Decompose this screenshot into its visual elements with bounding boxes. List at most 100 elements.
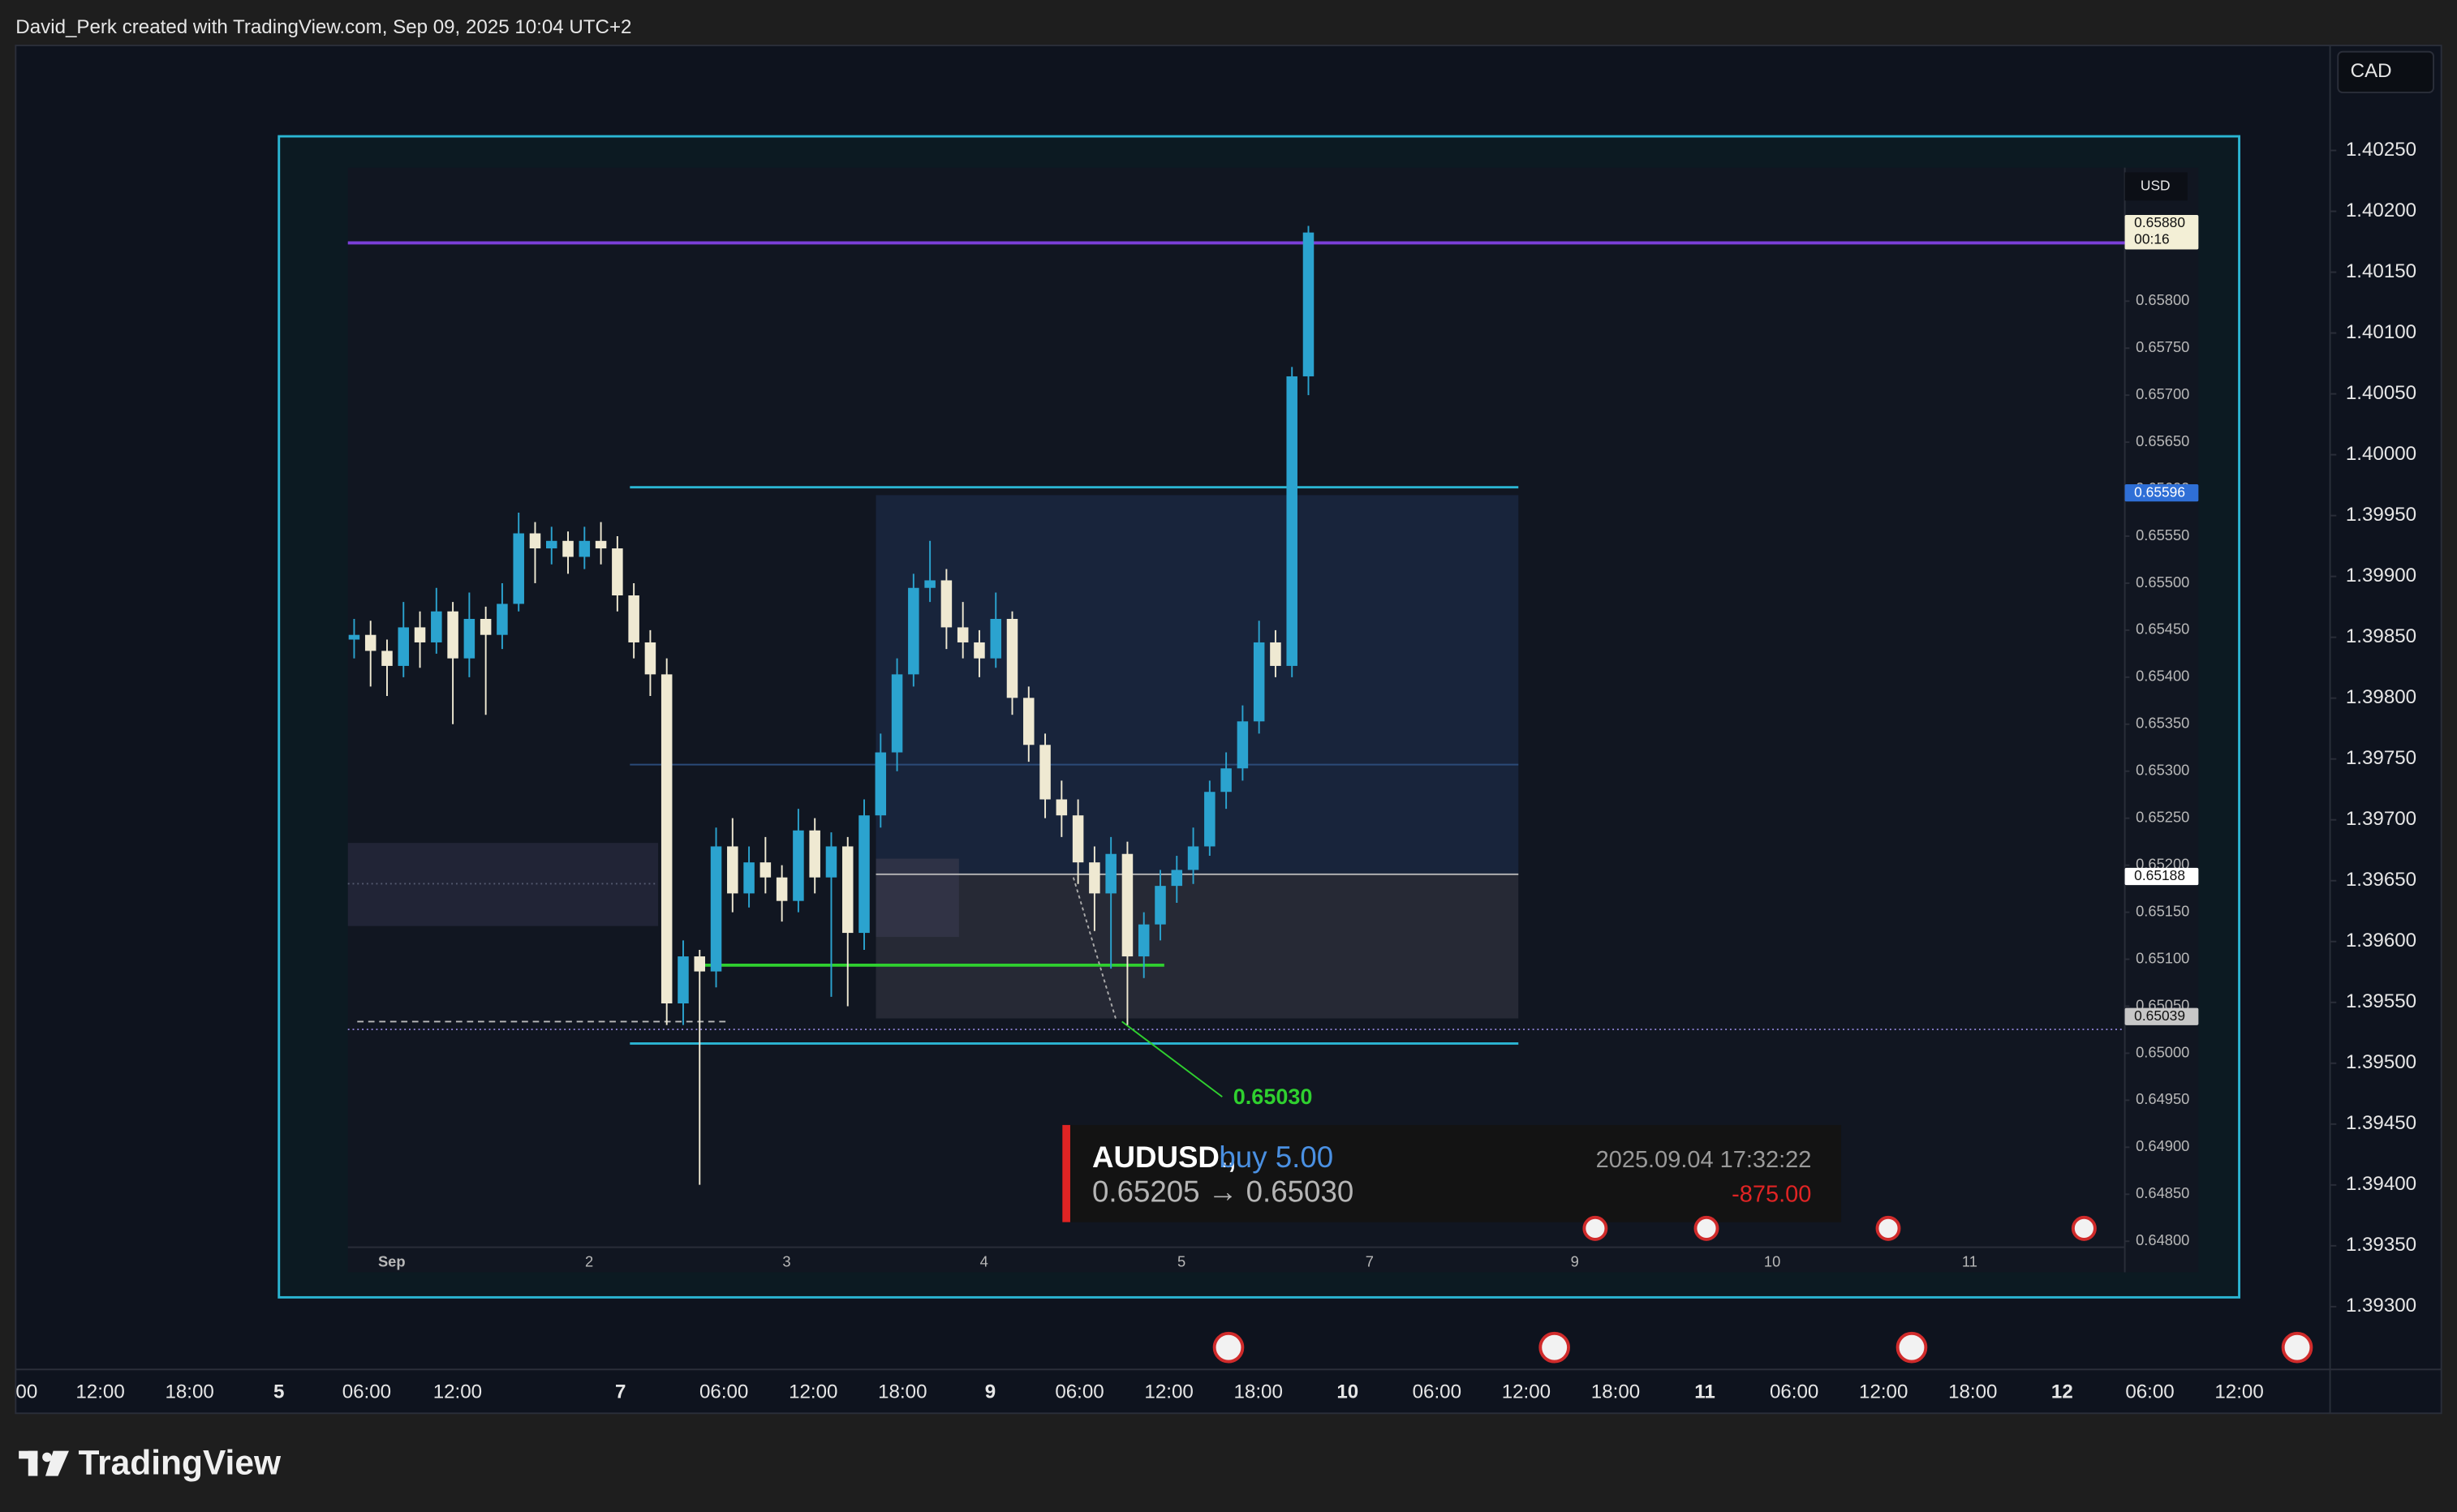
x-tick-label: 12:00	[789, 1381, 837, 1403]
candle-body	[1220, 768, 1232, 793]
trade-time: 2025.09.04 17:32:22	[1596, 1147, 1812, 1173]
inner-x-tick-label: 11	[1962, 1253, 1977, 1270]
candle-body	[1270, 642, 1281, 666]
candle-body	[1302, 232, 1315, 376]
annotation-line	[1121, 1020, 1223, 1097]
candle-body	[644, 642, 656, 675]
candles	[348, 226, 1315, 1185]
price-tag-label: 0.65188	[2134, 867, 2185, 883]
event-flags	[1212, 1215, 2313, 1364]
candle-body	[759, 862, 772, 878]
x-tick-label: 12:00	[433, 1381, 482, 1403]
price-tag	[2124, 867, 2199, 886]
trade-side: buy 5.00	[1219, 1140, 1333, 1174]
candle-body	[1039, 745, 1051, 800]
price-tag-sub: 00:16	[2134, 231, 2169, 247]
candle-body	[1023, 698, 1035, 745]
y-tick-label: 1.39650	[2346, 869, 2416, 891]
candle-body	[1105, 853, 1117, 894]
axes: 1.40250 1.40200 1.40150 1.40100 1.40050 1.400…	[15, 139, 2416, 1403]
candle-body	[875, 752, 887, 816]
candle-body	[447, 611, 458, 659]
inner-y-tick-label: 0.64800	[2136, 1231, 2189, 1248]
inner-x-tick-label: Sep	[378, 1253, 406, 1270]
price-tag	[2124, 484, 2199, 502]
inner-y-tick-label: 0.65800	[2136, 291, 2189, 308]
inner-y-tick-label: 0.65300	[2136, 762, 2189, 779]
candle-body	[1253, 642, 1265, 722]
inner-y-tick-label: 0.65700	[2136, 385, 2189, 402]
candle-body	[529, 533, 541, 549]
header-text: David_Perk created with TradingView.com,…	[15, 16, 631, 38]
inner-y-tick-label: 0.65000	[2136, 1043, 2189, 1060]
inner-y-tick-label: 0.65400	[2136, 668, 2189, 685]
candle-body	[974, 642, 985, 659]
x-tick-label: 7	[615, 1381, 626, 1403]
x-tick-label: 12	[2051, 1381, 2073, 1403]
candle-body	[1171, 870, 1183, 887]
candle-body	[727, 846, 738, 894]
candle-body	[348, 634, 360, 640]
candle-body	[562, 540, 574, 557]
y-tick-label: 1.40200	[2346, 200, 2416, 221]
candle-body	[1187, 846, 1199, 870]
annotation: 0.65030	[1233, 1085, 1313, 1109]
candle-body	[1072, 815, 1084, 863]
inner-y-tick-label: 0.65450	[2136, 621, 2189, 638]
candle-body	[545, 540, 557, 549]
y-tick-label: 1.39450	[2346, 1112, 2416, 1134]
inner-x-tick-label: 3	[782, 1253, 790, 1270]
x-tick-label: 06:00	[1770, 1381, 1818, 1403]
inner-y-tick-label: 0.65150	[2136, 902, 2189, 919]
candle-body	[513, 533, 524, 604]
candle-body	[480, 618, 492, 635]
candle-body	[1121, 853, 1134, 957]
candle-body	[612, 548, 623, 596]
inner-y-tick-label: 0.65500	[2136, 573, 2189, 591]
candle-body	[381, 651, 393, 666]
candle-body	[661, 674, 673, 1004]
currency-box	[2337, 50, 2434, 93]
inner-y-tick-label: 0.64850	[2136, 1184, 2189, 1201]
price-tag	[2124, 1007, 2199, 1025]
candle-body	[398, 627, 410, 666]
candle-body	[743, 862, 755, 894]
price-tag-label: 0.65039	[2134, 1007, 2185, 1024]
inner-x-tick-label: 9	[1571, 1253, 1579, 1270]
x-tick-label: 18:00	[1234, 1381, 1283, 1403]
y-tick-label: 1.40250	[2346, 139, 2416, 161]
candle-body	[710, 846, 722, 972]
candle-body	[414, 627, 426, 642]
inner-y-tick-label: 0.65650	[2136, 432, 2189, 449]
inner-y-tick-label: 0.65350	[2136, 715, 2189, 732]
candle-body	[628, 595, 639, 642]
x-tick-label: 9	[985, 1381, 996, 1403]
y-tick-label: 1.39750	[2346, 747, 2416, 769]
candle-body	[858, 815, 870, 934]
inner-y-tick-label: 0.64900	[2136, 1137, 2189, 1154]
y-tick-label: 1.40100	[2346, 321, 2416, 343]
price-tag-label: 0.65596	[2134, 483, 2185, 500]
stop-box	[876, 874, 1519, 1019]
y-tick-label: 1.39600	[2346, 930, 2416, 951]
y-tick-label: 1.39950	[2346, 504, 2416, 526]
trade-symbol: AUDUSD.,	[1092, 1140, 1236, 1174]
x-tick-label: 10	[1336, 1381, 1358, 1403]
x-tick-label: 06:00	[2125, 1381, 2174, 1403]
trade-prices: 0.65205 → 0.65030	[1092, 1175, 1353, 1209]
y-tick-label: 1.39500	[2346, 1051, 2416, 1073]
candle-body	[825, 846, 837, 878]
x-tick-label: 06:00	[342, 1381, 391, 1403]
inner-currency: USD	[2141, 177, 2171, 193]
candle-body	[1006, 618, 1018, 698]
x-tick-label: 06:00	[1055, 1381, 1104, 1403]
inner-x-tick-label: 2	[585, 1253, 593, 1270]
candle-body	[891, 674, 903, 753]
candle-body	[497, 604, 508, 635]
y-tick-label: 1.39800	[2346, 686, 2416, 708]
y-tick-label: 1.39350	[2346, 1234, 2416, 1256]
candle-body	[809, 830, 820, 878]
x-tick-label: 12:00	[1859, 1381, 1908, 1403]
inner-y-tick-label: 0.64950	[2136, 1090, 2189, 1107]
